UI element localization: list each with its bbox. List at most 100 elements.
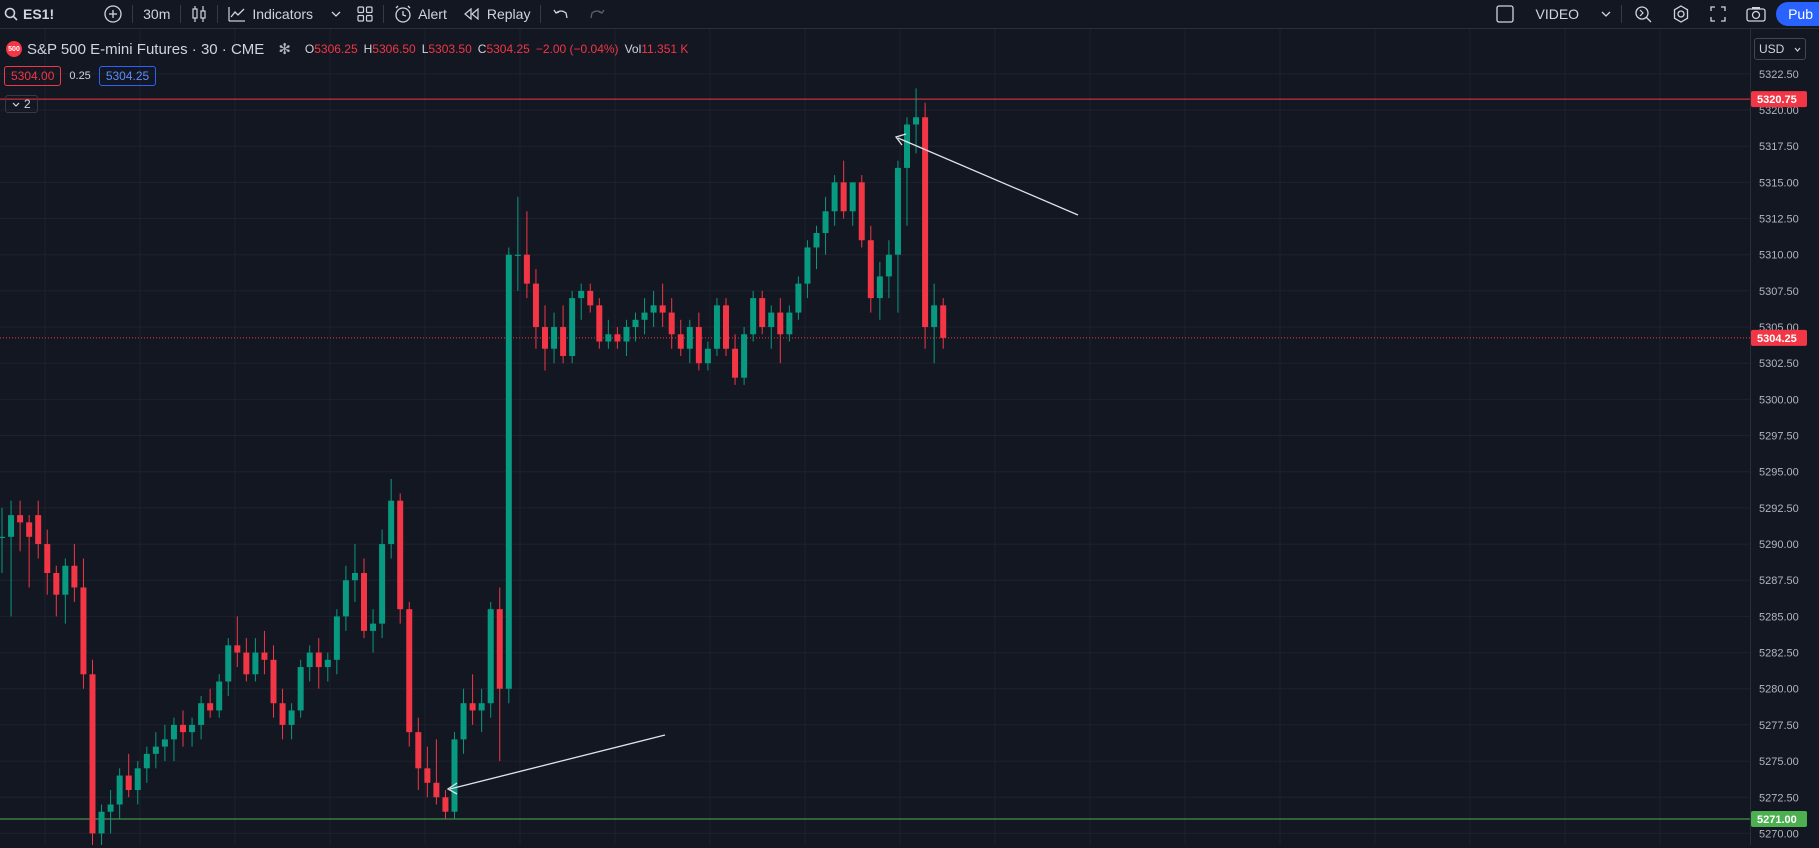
alert-button[interactable]: Alert bbox=[386, 0, 455, 28]
fullscreen-button[interactable] bbox=[1700, 0, 1736, 28]
candle-body bbox=[578, 291, 584, 298]
candle-body bbox=[117, 776, 123, 805]
candle-body bbox=[424, 768, 430, 782]
candle-body bbox=[452, 739, 458, 811]
snowflake-icon: ✻ bbox=[278, 40, 291, 58]
price-tick-label: 5315.00 bbox=[1759, 177, 1799, 189]
price-tick-label: 5302.50 bbox=[1759, 358, 1799, 370]
candle-body bbox=[406, 609, 412, 732]
undo-button[interactable] bbox=[543, 0, 579, 28]
toolbar-divider bbox=[383, 5, 384, 23]
candle-body bbox=[216, 682, 222, 711]
candle-body bbox=[913, 117, 919, 124]
candle-body bbox=[596, 305, 602, 341]
toolbar-divider bbox=[217, 5, 218, 23]
candle-body bbox=[144, 754, 150, 768]
candle-body bbox=[370, 624, 376, 631]
settings-button[interactable] bbox=[1662, 0, 1700, 28]
currency-selector[interactable]: USD bbox=[1754, 38, 1806, 60]
gear-icon bbox=[1672, 5, 1690, 23]
price-tick-label: 5310.00 bbox=[1759, 250, 1799, 262]
price-tick-label: 5297.50 bbox=[1759, 431, 1799, 443]
alarm-clock-icon bbox=[394, 5, 412, 23]
candle-body bbox=[225, 645, 231, 681]
ask-price[interactable]: 5304.25 bbox=[99, 66, 156, 86]
volume-value: Vol11.351 K bbox=[625, 42, 689, 56]
candle-body bbox=[669, 313, 675, 335]
candle-body bbox=[26, 522, 32, 536]
candle-body bbox=[569, 298, 575, 356]
chevron-down-icon bbox=[1794, 47, 1801, 52]
bid-price[interactable]: 5304.00 bbox=[4, 66, 61, 86]
replay-button[interactable]: Replay bbox=[455, 0, 539, 28]
candle-body bbox=[343, 580, 349, 616]
candle-body bbox=[705, 349, 711, 363]
candle-body bbox=[289, 710, 295, 724]
grid-icon bbox=[357, 6, 373, 22]
templates-button[interactable] bbox=[349, 0, 381, 28]
chart-type-button[interactable] bbox=[183, 0, 215, 28]
candle-body bbox=[533, 284, 539, 327]
candle-body bbox=[832, 182, 838, 211]
publish-button[interactable]: Pub bbox=[1776, 2, 1819, 26]
chevron-down-icon bbox=[1601, 11, 1611, 17]
camera-icon bbox=[1746, 6, 1766, 22]
low-value: L5303.50 bbox=[422, 42, 472, 56]
candle-body bbox=[587, 291, 593, 305]
symbol-title: S&P 500 E-mini Futures · 30 · CME bbox=[27, 41, 264, 58]
price-line-label: 5320.75 bbox=[1757, 94, 1797, 106]
price-tick-label: 5277.50 bbox=[1759, 720, 1799, 732]
candle-body bbox=[506, 255, 512, 689]
indicators-label: Indicators bbox=[252, 6, 313, 22]
candle-body bbox=[777, 313, 783, 335]
layout-toggle[interactable] bbox=[1482, 0, 1528, 28]
snapshot-button[interactable] bbox=[1736, 0, 1776, 28]
symbol-logo: 500 bbox=[6, 41, 22, 57]
symbol-legend[interactable]: 500 S&P 500 E-mini Futures · 30 · CME ✻ … bbox=[6, 40, 688, 58]
price-tick-label: 5300.00 bbox=[1759, 394, 1799, 406]
chevron-down-icon bbox=[12, 102, 20, 107]
indicator-count: 2 bbox=[24, 97, 31, 111]
candle-body bbox=[479, 703, 485, 710]
candle-body bbox=[750, 298, 756, 334]
candle-body bbox=[841, 182, 847, 211]
price-tick-label: 5322.50 bbox=[1759, 69, 1799, 81]
price-tick-label: 5290.00 bbox=[1759, 539, 1799, 551]
redo-button[interactable] bbox=[579, 0, 615, 28]
layout-name-button[interactable]: VIDEO bbox=[1528, 0, 1620, 28]
candle-body bbox=[804, 247, 810, 283]
candle-body bbox=[732, 349, 738, 378]
candle-body bbox=[35, 515, 41, 544]
price-tick-label: 5312.50 bbox=[1759, 214, 1799, 226]
quick-search-button[interactable] bbox=[1624, 0, 1662, 28]
candle-body bbox=[280, 703, 286, 725]
spread-value: 0.25 bbox=[69, 70, 90, 82]
indicators-collapse-toggle[interactable]: 2 bbox=[5, 95, 38, 113]
square-icon bbox=[1496, 5, 1514, 23]
candle-body bbox=[850, 182, 856, 211]
candle-body bbox=[877, 276, 883, 298]
symbol-search[interactable]: ES1! bbox=[0, 0, 62, 28]
chart-grid bbox=[0, 29, 1750, 845]
alert-label: Alert bbox=[418, 6, 447, 22]
indicators-button[interactable]: Indicators bbox=[220, 0, 349, 28]
candle-body bbox=[352, 573, 358, 580]
candle-body bbox=[388, 501, 394, 544]
compare-button[interactable] bbox=[96, 0, 130, 28]
candle-body bbox=[397, 501, 403, 610]
search-icon bbox=[4, 7, 18, 21]
arrow-line-bottom bbox=[450, 735, 665, 789]
candles-icon bbox=[191, 5, 207, 23]
interval-button[interactable]: 30m bbox=[135, 0, 178, 28]
indicators-icon bbox=[228, 6, 246, 22]
candle-body bbox=[633, 320, 639, 327]
candle-body bbox=[442, 797, 448, 811]
fullscreen-icon bbox=[1710, 6, 1726, 22]
candle-body bbox=[189, 725, 195, 732]
candle-body bbox=[768, 313, 774, 327]
rewind-icon bbox=[463, 8, 481, 20]
candle-body bbox=[904, 124, 910, 167]
price-tick-label: 5292.50 bbox=[1759, 503, 1799, 515]
price-chart[interactable] bbox=[0, 29, 1750, 845]
